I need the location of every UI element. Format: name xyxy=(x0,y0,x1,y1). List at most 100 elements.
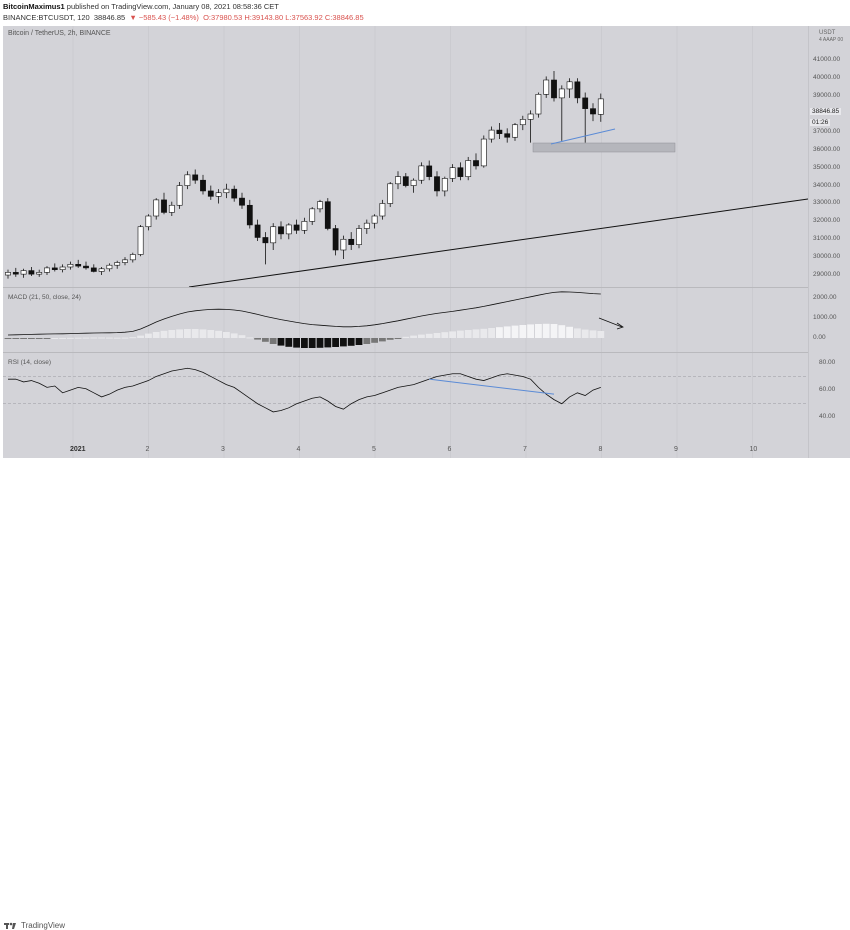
macd-label: MACD (21, 50, close, 24) xyxy=(8,294,81,301)
candle-body xyxy=(590,108,596,115)
candle-body xyxy=(363,222,370,229)
candle-body xyxy=(153,199,160,217)
candle-body xyxy=(332,228,339,251)
candle-body xyxy=(597,98,604,115)
macd-histogram-bar xyxy=(12,338,20,339)
candle-body xyxy=(215,192,222,197)
candle-body xyxy=(426,165,433,177)
macd-histogram-bar xyxy=(488,328,495,338)
time-badge: 01:26 xyxy=(810,119,831,126)
macd-histogram-bar xyxy=(457,330,464,338)
pane-divider-macd[interactable] xyxy=(3,287,808,288)
candle-body xyxy=(12,272,19,275)
candle-body xyxy=(145,215,152,228)
symbol-label[interactable]: BINANCE:BTCUSDT, 120 xyxy=(3,13,90,22)
rsi-pane xyxy=(3,367,808,413)
macd-histogram-bar xyxy=(425,333,433,338)
macd-histogram-bar xyxy=(589,330,597,338)
macd-tick-label: 0.00 xyxy=(813,334,826,341)
price-axis[interactable]: USDT 4 AAAP 00 41000.00 40000.00 39000.00 3… xyxy=(808,26,850,458)
publish-line: BitcoinMaximus1 published on TradingView… xyxy=(3,2,279,11)
macd-histogram-bar xyxy=(246,337,254,339)
candle-body xyxy=(122,259,128,263)
candle-body xyxy=(574,81,581,99)
candle-body xyxy=(36,272,43,275)
price-tick-label: 36000.00 xyxy=(813,145,841,153)
candle-body xyxy=(270,226,277,244)
x-tick-label: 9 xyxy=(674,446,678,453)
candle-body xyxy=(441,178,448,192)
rsi-line xyxy=(8,367,601,413)
rsi-tick-label: 40.00 xyxy=(819,413,836,421)
macd-histogram-bar xyxy=(527,324,534,338)
macd-histogram-bar xyxy=(316,338,324,348)
macd-histogram-bar xyxy=(308,338,316,348)
macd-histogram-bar xyxy=(472,329,480,338)
candle-body xyxy=(90,267,97,272)
symbol-line: BINANCE:BTCUSDT, 120 38846.85 ▼ −585.43 … xyxy=(3,13,364,22)
candle-body xyxy=(340,238,347,251)
macd-histogram-bar xyxy=(332,338,339,347)
macd-histogram-bar xyxy=(145,333,152,338)
candle-body xyxy=(285,224,292,235)
price-divergence-line[interactable] xyxy=(550,128,616,145)
author-name[interactable]: BitcoinMaximus1 xyxy=(3,2,65,11)
macd-histogram-bar xyxy=(480,328,488,338)
macd-histogram-bar xyxy=(542,323,550,338)
candle-body xyxy=(83,265,89,269)
candle-body xyxy=(129,254,136,261)
price-tick-label: 35000.00 xyxy=(813,163,841,171)
macd-histogram-bar xyxy=(496,327,503,338)
macd-histogram-bar xyxy=(566,326,573,338)
trend-line[interactable] xyxy=(188,198,808,288)
candles xyxy=(5,71,604,279)
price-tick-label: 37000.00 xyxy=(813,127,841,135)
macd-histogram-bar xyxy=(324,338,332,348)
chart-header: BitcoinMaximus1 published on TradingView… xyxy=(0,0,850,26)
chart-svg[interactable] xyxy=(3,26,808,458)
macd-histogram-bar xyxy=(379,338,386,342)
candle-body xyxy=(395,176,401,185)
price-change: ▼ −585.43 (−1.48%) xyxy=(129,13,199,22)
macd-histogram-bar xyxy=(355,338,363,345)
candle-body xyxy=(223,188,230,194)
candle-body xyxy=(59,266,66,270)
rsi-tick-label: 60.00 xyxy=(819,386,836,394)
x-tick-label: 8 xyxy=(598,446,603,453)
x-tick-label: 4 xyxy=(296,446,301,453)
candle-body xyxy=(262,237,269,244)
price-tick-label: 41000.00 xyxy=(813,56,841,64)
macd-histogram-bar xyxy=(581,329,589,338)
candle-body xyxy=(239,197,245,206)
chart-plot-area[interactable]: Bitcoin / TetherUS, 2h, BINANCE MACD (21… xyxy=(3,26,808,458)
macd-histogram-bar xyxy=(82,337,90,339)
axis-currency-sub: 4 AAAP 00 xyxy=(819,37,844,43)
candle-body xyxy=(449,167,456,179)
grid-lines xyxy=(72,26,753,458)
candle-body xyxy=(527,113,534,120)
candle-body xyxy=(254,224,261,238)
candle-body xyxy=(402,176,409,186)
tradingview-logo[interactable]: TradingView xyxy=(4,921,65,930)
candle-body xyxy=(106,264,113,270)
macd-histogram-bar xyxy=(574,328,581,338)
candle-body xyxy=(75,264,82,267)
x-tick-label: 5 xyxy=(372,446,376,453)
candle-body xyxy=(379,203,386,217)
pane-divider-rsi[interactable] xyxy=(3,352,808,353)
ohlc-values: O:37980.53 H:39143.80 L:37563.92 C:38846… xyxy=(203,13,364,22)
macd-histogram-bar xyxy=(199,329,207,338)
macd-histogram-bar xyxy=(597,331,605,338)
rsi-label: RSI (14, close) xyxy=(8,359,51,366)
macd-histogram-bar xyxy=(410,335,417,338)
rsi-divergence-line xyxy=(429,378,555,395)
macd-histogram-bar xyxy=(402,336,410,338)
macd-histogram-bar xyxy=(184,329,191,338)
macd-histogram-bar xyxy=(67,337,74,339)
macd-histogram-bar xyxy=(433,333,441,338)
macd-histogram-bar xyxy=(168,330,176,338)
candle-body xyxy=(434,176,440,192)
macd-histogram-bar xyxy=(176,329,183,338)
candle-body xyxy=(176,185,183,206)
macd-histogram-bar xyxy=(215,330,222,338)
